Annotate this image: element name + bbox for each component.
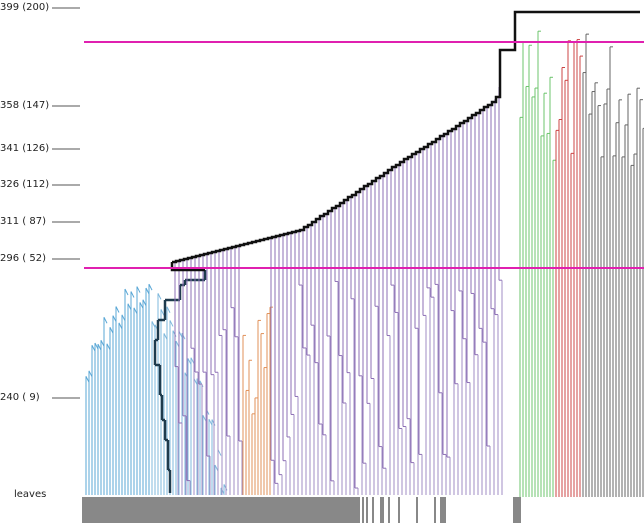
branch <box>157 293 162 300</box>
axis-label: 341 (126) <box>0 143 49 154</box>
branch <box>160 309 165 316</box>
branch <box>130 291 135 298</box>
branch <box>124 288 129 296</box>
branch <box>103 317 108 324</box>
branch <box>148 283 153 291</box>
axis-label: 399 (200) <box>0 2 49 13</box>
branch <box>166 306 171 313</box>
branch <box>115 306 120 313</box>
dendrogram <box>82 10 644 523</box>
leaves-label: leaves <box>14 489 46 500</box>
axis-label: 296 ( 52) <box>0 253 46 264</box>
axis-label: 358 (147) <box>0 100 49 111</box>
axis-label: 326 (112) <box>0 179 49 190</box>
main-path <box>170 262 205 272</box>
axis-label: 311 ( 87) <box>0 216 46 227</box>
main-path <box>172 10 640 264</box>
branch <box>169 320 174 327</box>
axis-label: 240 ( 9) <box>0 392 40 403</box>
axis: 399 (200) 358 (147) 341 (126) 326 (112) 311 … <box>0 2 80 403</box>
branch <box>136 286 141 293</box>
